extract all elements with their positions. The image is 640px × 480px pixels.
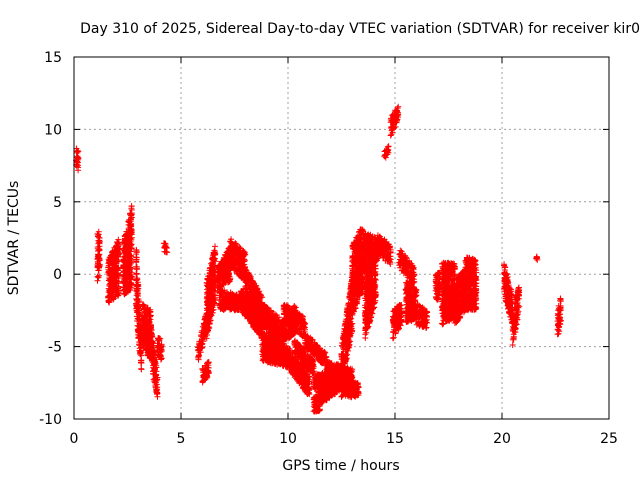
plot-frame (73, 56, 610, 420)
data-points (73, 103, 564, 415)
y-tick-label: 15 (44, 50, 62, 66)
y-axis-label: SDTVAR / TECUs (6, 181, 22, 296)
x-tick-labels: 0 5 10 15 20 25 (70, 431, 618, 447)
x-tick-label: 20 (493, 431, 511, 447)
x-tick-label: 5 (177, 431, 186, 447)
x-axis-label: GPS time / hours (282, 458, 399, 474)
axis-ticks (73, 56, 610, 420)
chart-title: Day 310 of 2025, Sidereal Day-to-day VTE… (80, 21, 640, 37)
y-tick-label: 0 (53, 267, 62, 283)
x-tick-label: 25 (600, 431, 618, 447)
y-tick-label: -5 (48, 340, 62, 356)
scatter-markers (73, 103, 564, 415)
x-tick-label: 15 (386, 431, 404, 447)
y-tick-label: 5 (53, 195, 62, 211)
y-tick-label: 10 (44, 122, 62, 138)
y-tick-label: -10 (39, 412, 62, 428)
x-tick-label: 10 (279, 431, 297, 447)
x-tick-label: 0 (70, 431, 79, 447)
y-tick-labels: -10 -5 0 5 10 15 (39, 50, 62, 428)
